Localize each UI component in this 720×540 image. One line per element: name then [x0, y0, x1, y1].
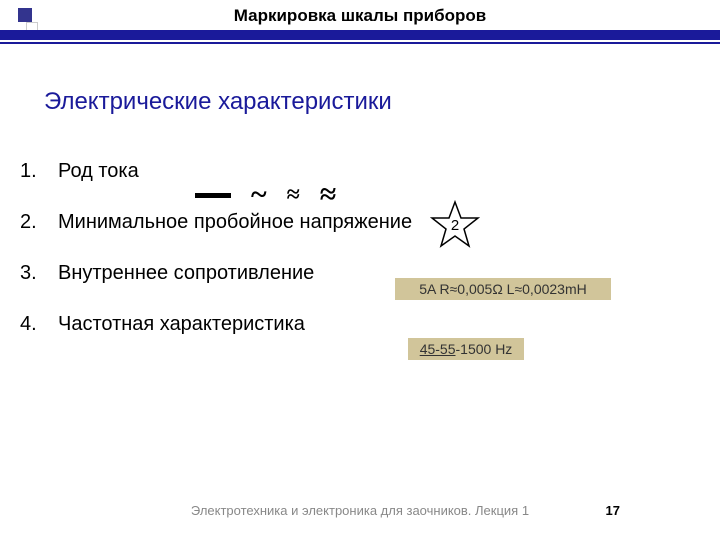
- list-number: 1.: [20, 160, 50, 183]
- breakdown-voltage-star-icon: 2: [430, 200, 480, 255]
- list-number: 2.: [20, 211, 50, 234]
- freq-extended-range: -1500 Hz: [456, 341, 513, 357]
- list-number: 4.: [20, 313, 50, 336]
- list-text: Частотная характеристика: [58, 313, 305, 336]
- list-text: Род тока: [58, 160, 139, 183]
- list-item: 2. Минимальное пробойное напряжение: [20, 211, 412, 234]
- list-item: 4. Частотная характеристика: [20, 313, 412, 336]
- svg-text:2: 2: [451, 217, 459, 234]
- list-text: Внутреннее сопротивление: [58, 262, 314, 285]
- dc-symbol-icon: [195, 193, 231, 198]
- page-number: 17: [606, 503, 620, 518]
- rectified-symbol-icon: ≈: [287, 183, 300, 207]
- page-title: Маркировка шкалы приборов: [0, 6, 720, 26]
- resistance-plate: 5A R≈0,005Ω L≈0,0023mH: [395, 278, 611, 300]
- current-type-symbols: ~ ≈ ≈: [195, 180, 336, 210]
- freq-nominal-range: 45-55: [420, 341, 456, 357]
- frequency-plate: 45-55-1500 Hz: [408, 338, 524, 360]
- list-item: 3. Внутреннее сопротивление: [20, 262, 412, 285]
- list-text: Минимальное пробойное напряжение: [58, 211, 412, 234]
- header-bar-thin: [0, 42, 720, 44]
- list-number: 3.: [20, 262, 50, 285]
- alternating-symbol-icon: ≈: [320, 180, 336, 210]
- ac-symbol-icon: ~: [251, 180, 267, 210]
- header-bar-thick: [0, 30, 720, 40]
- section-title: Электрические характеристики: [44, 88, 392, 116]
